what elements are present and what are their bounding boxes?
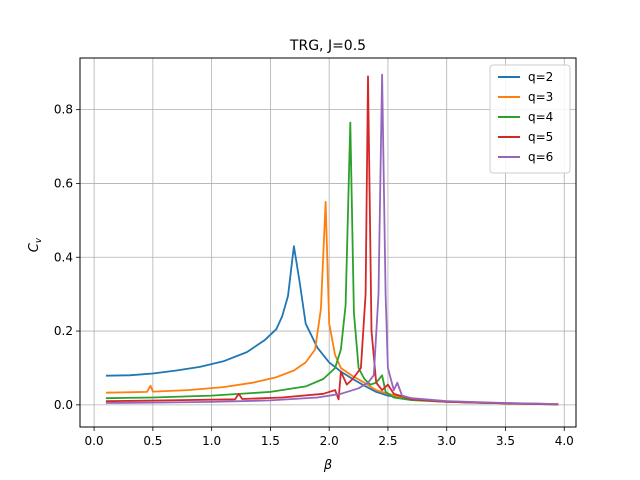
- legend: q=2 q=3 q=4 q=5 q=6: [489, 64, 571, 174]
- y-axis-title-sub: v: [34, 237, 44, 243]
- y-axis-title-main: C: [27, 242, 42, 252]
- y-axis-title: Cv: [27, 237, 44, 252]
- plot-frame: [79, 57, 577, 428]
- legend-label: q=6: [528, 150, 553, 164]
- y-tick-label: 0.2: [54, 324, 73, 338]
- y-tick-label: 0.8: [54, 103, 73, 117]
- x-tick-label: 4.0: [555, 434, 574, 448]
- ticks: 0.0 0.5 1.0 1.5 2.0 2.5 3.0 3.5 4.0 0.0 0.2 0.4 0.6 0…: [54, 103, 574, 448]
- x-axis-title: β: [323, 458, 332, 473]
- x-tick-label: 1.0: [202, 434, 221, 448]
- legend-label: q=2: [528, 70, 553, 84]
- legend-label: q=4: [528, 110, 553, 124]
- series-line-q-6: [105, 73, 559, 405]
- x-tick-label: 3.0: [437, 434, 456, 448]
- x-tick-label: 0.0: [85, 434, 104, 448]
- legend-label: q=3: [528, 90, 553, 104]
- x-tick-label: 1.5: [261, 434, 280, 448]
- y-tick-label: 0.0: [54, 398, 73, 412]
- chart-title: TRG, J=0.5: [289, 38, 366, 54]
- legend-box: [489, 64, 571, 174]
- y-tick-label: 0.6: [54, 176, 73, 190]
- y-tick-label: 0.4: [54, 250, 73, 264]
- x-tick-label: 2.0: [320, 434, 339, 448]
- series-layer: [105, 73, 559, 406]
- x-tick-label: 2.5: [378, 434, 397, 448]
- legend-label: q=5: [528, 130, 553, 144]
- x-tick-label: 0.5: [143, 434, 162, 448]
- series-line-q-5: [105, 75, 559, 406]
- x-tick-label: 3.5: [496, 434, 515, 448]
